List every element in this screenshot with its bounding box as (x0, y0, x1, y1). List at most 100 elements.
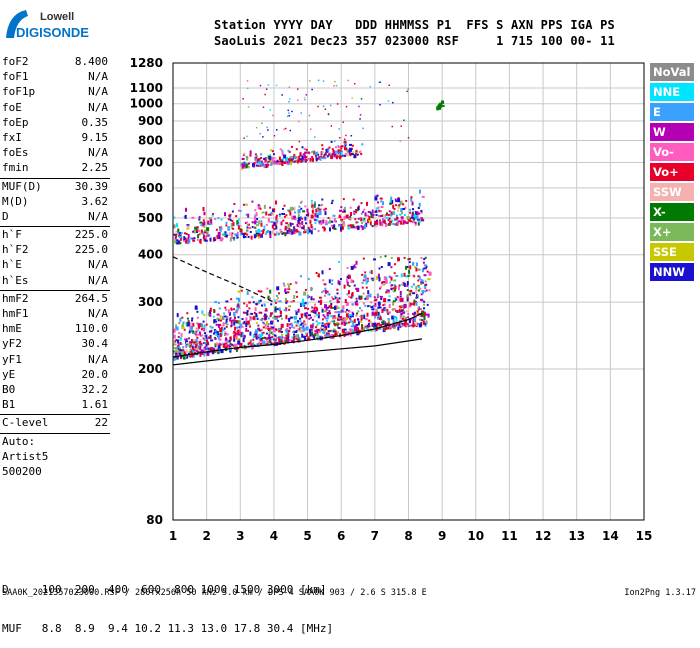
echo-point (441, 100, 444, 103)
echo-point (311, 204, 314, 207)
echo-point (318, 211, 322, 216)
echo-point (376, 194, 379, 197)
echo-point (402, 311, 406, 314)
echo-point (293, 155, 296, 158)
echo-point (184, 351, 186, 356)
echo-point (403, 256, 406, 259)
echo-point (291, 215, 294, 220)
echo-point (423, 315, 426, 318)
echo-point (253, 215, 256, 220)
echo-point (337, 313, 340, 318)
echo-point (209, 237, 212, 242)
echo-point (322, 219, 325, 224)
echo-point (411, 214, 414, 219)
echo-point (293, 316, 296, 319)
echo-point (341, 225, 344, 230)
echo-point (249, 231, 252, 233)
echo-point (290, 159, 293, 162)
echo-point (406, 295, 409, 300)
echo-point (285, 157, 288, 161)
echo-point (404, 206, 407, 209)
echo-point (335, 146, 337, 149)
echo-point (321, 308, 324, 313)
echo-point (424, 256, 427, 259)
echo-point (343, 210, 346, 213)
echo-point (248, 227, 252, 230)
echo-point (266, 126, 268, 129)
echo-point (287, 158, 290, 161)
echo-point (328, 279, 331, 284)
echo-point (231, 343, 234, 346)
echo-point (235, 321, 238, 324)
echo-point (175, 352, 178, 357)
echo-point (293, 206, 296, 211)
echo-point (302, 327, 306, 332)
echo-point (201, 334, 204, 337)
echo-point (295, 148, 298, 151)
echo-point (393, 316, 397, 319)
echo-point (422, 312, 426, 317)
echo-point (213, 239, 216, 241)
echo-point (406, 323, 409, 326)
echo-point (180, 232, 183, 235)
echo-point (351, 97, 353, 99)
param-name: B0 (2, 382, 16, 396)
echo-point (226, 340, 229, 343)
logo-swoosh (6, 10, 28, 38)
echo-point (267, 325, 270, 328)
echo-point (351, 311, 354, 314)
echo-point (263, 304, 266, 307)
echo-point (300, 323, 302, 326)
echo-point (196, 339, 199, 342)
echo-point (179, 342, 182, 345)
echo-point (417, 221, 420, 226)
param-row: B0 32.2 (0, 383, 114, 398)
echo-point (366, 312, 369, 317)
echo-point (421, 310, 425, 313)
echo-point (343, 321, 346, 326)
echo-point (260, 319, 263, 322)
echo-point (259, 329, 262, 332)
echo-point (333, 153, 336, 158)
echo-point (265, 233, 268, 236)
param-value: 8.400 (74, 55, 108, 68)
echo-point (279, 148, 282, 151)
echo-point (294, 211, 296, 214)
echo-point (189, 322, 192, 327)
echo-point (355, 221, 358, 224)
echo-point (219, 328, 223, 332)
echo-point (260, 220, 263, 223)
echo-point (196, 348, 199, 351)
echo-point (289, 98, 291, 100)
echo-point (305, 214, 308, 217)
param-row: yE 20.0 (0, 368, 114, 383)
legend-item: X- (650, 203, 694, 221)
echo-point (206, 227, 210, 232)
echo-point (346, 293, 349, 296)
echo-point (399, 295, 402, 298)
echo-point (355, 287, 359, 290)
echo-point (379, 197, 383, 200)
echo-point (330, 330, 333, 333)
echo-point (298, 120, 300, 123)
echo-point (418, 323, 422, 328)
echo-point (278, 162, 282, 165)
echo-point (259, 84, 262, 87)
echo-point (343, 142, 346, 145)
echo-point (225, 300, 229, 303)
echo-point (416, 310, 419, 313)
echo-point (360, 98, 363, 100)
echo-point (395, 317, 398, 322)
echo-point (373, 322, 377, 327)
echo-point (393, 210, 395, 215)
echo-point (424, 280, 427, 283)
echo-point (357, 310, 360, 313)
echo-point (212, 347, 215, 350)
echo-point (199, 352, 202, 355)
echo-point (209, 307, 212, 312)
echo-point (286, 229, 289, 234)
echo-point (237, 218, 240, 221)
echo-point (409, 291, 413, 294)
echo-point (180, 349, 183, 352)
x-tick-label: 15 (636, 529, 653, 543)
